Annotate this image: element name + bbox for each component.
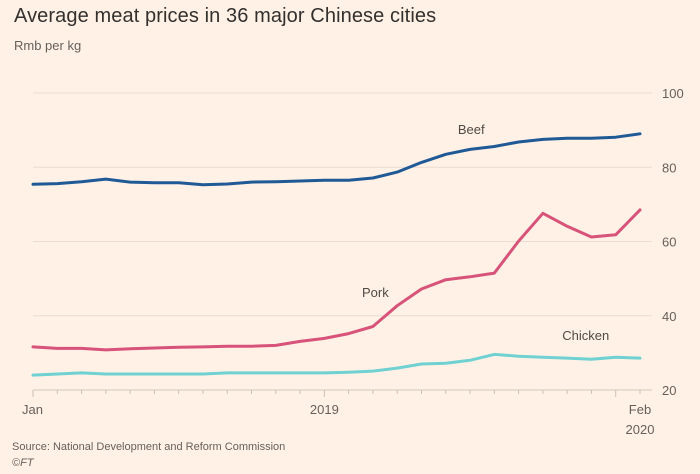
series-line-chicken [31, 352, 642, 377]
series-line-pork [31, 208, 642, 352]
y-tick-label: 80 [662, 160, 676, 175]
y-tick-label: 40 [662, 309, 676, 324]
gridlines [33, 92, 652, 391]
x-tick-label: 2019 [310, 402, 339, 417]
y-axis-ticks: 20 40 60 80 100 [662, 86, 684, 398]
series-label-chicken: Chicken [562, 328, 609, 343]
x-tick-sublabel: 2020 [626, 422, 655, 437]
copyright-note: ©FT [12, 457, 34, 469]
x-tick-label: Jan [22, 402, 43, 417]
series-line-beef [31, 132, 642, 187]
source-note: Source: National Development and Reform … [12, 441, 286, 453]
y-tick-label: 20 [662, 383, 676, 398]
y-axis-unit-label: Rmb per kg [14, 38, 82, 53]
x-axis: Jan 2019 Feb 2020 [22, 390, 654, 437]
x-tick-label: Feb [629, 402, 651, 417]
series-label-pork: Pork [362, 285, 389, 300]
series-labels: Beef Pork Chicken [362, 122, 609, 343]
y-tick-label: 100 [662, 86, 684, 101]
chart-title: Average meat prices in 36 major Chinese … [14, 5, 437, 27]
series-label-beef: Beef [458, 122, 485, 137]
y-tick-label: 60 [662, 235, 676, 250]
series-lines [31, 132, 642, 377]
